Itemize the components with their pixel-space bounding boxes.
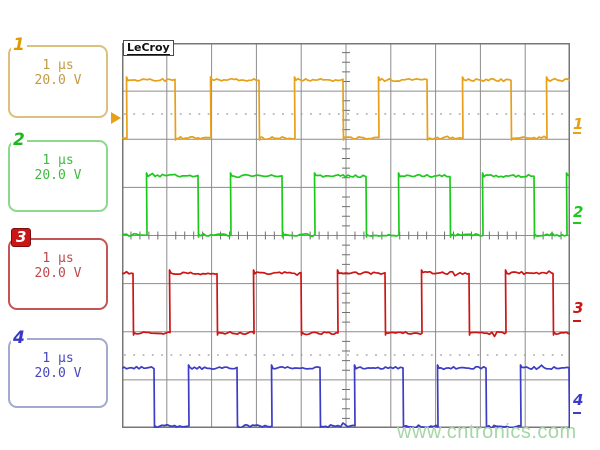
- ch4-zero-marker: 4: [572, 391, 583, 409]
- channel-1-timebase-value: 1 μs: [42, 58, 74, 73]
- ch2-trace: [122, 172, 570, 238]
- channel-2-volts-per-div-value: 20.0 V: [34, 168, 82, 183]
- ch3-trace: [122, 269, 570, 338]
- channel-number-label-1: 1: [11, 35, 27, 55]
- waveform-plot: 1 2 3 4: [122, 43, 583, 428]
- ch1-zero-marker: 1: [573, 115, 583, 133]
- channel-number-label-3: 3: [11, 228, 32, 247]
- channel-1-volts-per-div-value: 20.0 V: [34, 73, 82, 88]
- ch4-trace: [122, 364, 570, 428]
- channel-3-timebase-value: 1 μs: [42, 251, 74, 266]
- watermark: www.cntronics.com: [397, 421, 577, 443]
- channel-4-volts-per-div-value: 20.0 V: [34, 366, 82, 381]
- trigger-level-arrow-icon: [111, 112, 121, 124]
- channel-settings-box-2[interactable]: 2 1 μs 20.0 V: [8, 131, 108, 212]
- channel-4-timebase-value: 1 μs: [42, 351, 74, 366]
- ch1-trace: [122, 76, 570, 141]
- ch3-zero-marker: 3: [573, 299, 583, 317]
- channel-number-label-2: 2: [11, 130, 27, 150]
- channel-settings-box-4[interactable]: 4 1 μs 20.0 V: [8, 329, 108, 408]
- channel-number-label-4: 4: [11, 328, 27, 348]
- ch2-zero-marker: 2: [573, 203, 583, 221]
- channel-3-volts-per-div-value: 20.0 V: [34, 266, 82, 281]
- brand-label: LeCroy: [127, 41, 170, 55]
- channel-settings-box-3[interactable]: 3 1 μs 20.0 V: [8, 228, 108, 310]
- channel-settings-box-1[interactable]: 1 1 μs 20.0 V: [8, 36, 108, 118]
- brand-badge: LeCroy: [123, 40, 174, 56]
- channel-2-timebase-value: 1 μs: [42, 153, 74, 168]
- center-axis-ticks: [130, 52, 562, 419]
- graticule-area: 1 2 3 4 LeCroy: [122, 40, 583, 428]
